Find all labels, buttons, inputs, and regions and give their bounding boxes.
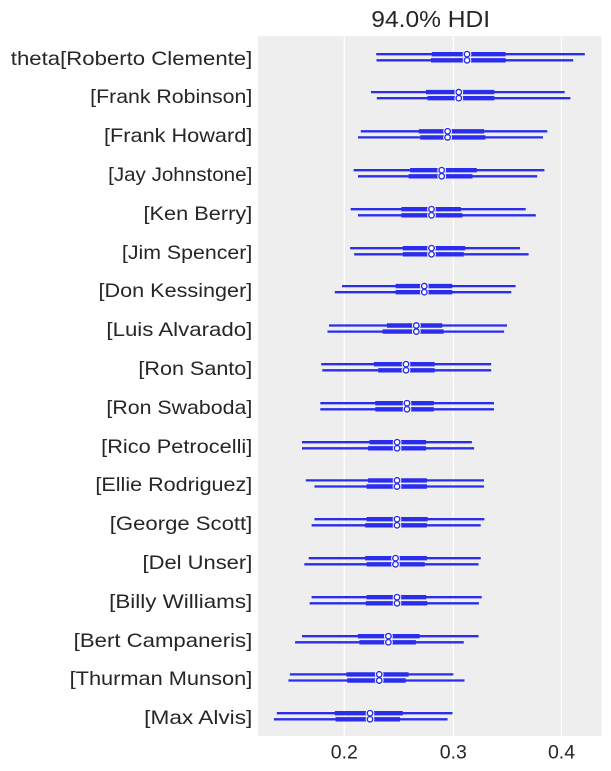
svg-text:[Rico Petrocelli]: [Rico Petrocelli] xyxy=(101,436,252,458)
svg-text:[Ken Berry]: [Ken Berry] xyxy=(144,203,253,225)
svg-text:0.2: 0.2 xyxy=(331,741,358,763)
svg-text:[Luis Alvarado]: [Luis Alvarado] xyxy=(106,319,252,341)
svg-text:0.3: 0.3 xyxy=(440,741,467,763)
svg-text:[Billy Williams]: [Billy Williams] xyxy=(109,591,252,613)
svg-text:[Max Alvis]: [Max Alvis] xyxy=(144,707,252,729)
svg-text:[Thurman Munson]: [Thurman Munson] xyxy=(70,668,253,690)
svg-text:[Ellie Rodriguez]: [Ellie Rodriguez] xyxy=(95,474,252,496)
svg-text:[Frank Robinson]: [Frank Robinson] xyxy=(90,86,252,108)
svg-text:94.0% HDI: 94.0% HDI xyxy=(371,6,490,32)
svg-text:[Ron Santo]: [Ron Santo] xyxy=(138,358,252,380)
svg-text:0.4: 0.4 xyxy=(548,741,575,763)
svg-text:[Ron Swaboda]: [Ron Swaboda] xyxy=(106,397,252,419)
svg-text:[Don Kessinger]: [Don Kessinger] xyxy=(99,280,253,302)
svg-text:[Jay Johnstone]: [Jay Johnstone] xyxy=(108,164,252,186)
svg-text:theta[Roberto Clemente]: theta[Roberto Clemente] xyxy=(11,48,253,70)
svg-text:[Bert Campaneris]: [Bert Campaneris] xyxy=(74,630,253,652)
svg-text:[George Scott]: [George Scott] xyxy=(110,513,253,535)
svg-text:[Frank Howard]: [Frank Howard] xyxy=(104,125,252,147)
svg-text:[Jim Spencer]: [Jim Spencer] xyxy=(122,242,252,264)
svg-text:[Del Unser]: [Del Unser] xyxy=(143,552,253,574)
